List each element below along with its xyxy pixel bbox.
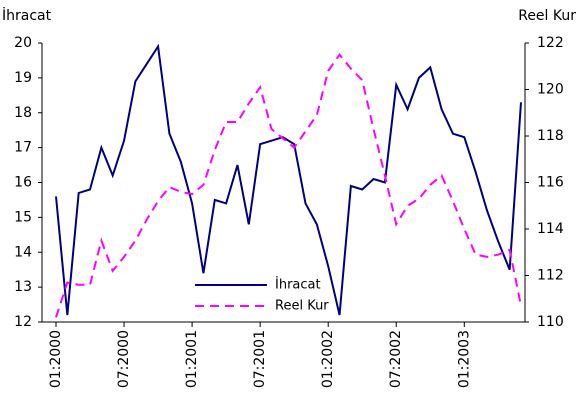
x-tick-label: 01:2000 bbox=[48, 330, 64, 388]
x-tick-label: 01:2002 bbox=[320, 330, 336, 388]
y2-tick-label: 110 bbox=[537, 314, 564, 330]
x-tick-label: 07:2000 bbox=[116, 330, 132, 388]
series-line bbox=[55, 52, 522, 318]
legend-label: Reel Kur bbox=[275, 299, 329, 314]
y-axis-title: İhracat bbox=[2, 6, 52, 24]
y-tick-label: 17 bbox=[14, 140, 32, 156]
y-tick-label: 15 bbox=[14, 209, 32, 225]
x-tick-label: 07:2001 bbox=[252, 330, 268, 388]
y2-tick-label: 120 bbox=[537, 82, 564, 98]
legend-label: İhracat bbox=[275, 277, 321, 293]
y-tick-label: 13 bbox=[14, 279, 32, 295]
y2-tick-label: 122 bbox=[537, 35, 564, 51]
y-tick-label: 14 bbox=[14, 244, 32, 260]
x-tick-label: 01:2001 bbox=[184, 330, 200, 388]
y-tick-label: 19 bbox=[14, 70, 32, 86]
y2-tick-label: 112 bbox=[537, 268, 564, 284]
series-line bbox=[55, 43, 522, 316]
y-tick-label: 16 bbox=[14, 175, 32, 191]
x-tick-label: 01:2003 bbox=[456, 330, 472, 388]
y2-tick-label: 116 bbox=[537, 175, 564, 191]
y2-axis-title: Reel Kur bbox=[518, 8, 576, 24]
y-tick-label: 18 bbox=[14, 105, 32, 121]
y2-tick-label: 114 bbox=[537, 221, 564, 237]
x-tick-label: 07:2002 bbox=[388, 330, 404, 388]
y-tick-label: 20 bbox=[14, 35, 32, 51]
y-tick-label: 12 bbox=[14, 314, 32, 330]
y2-tick-label: 118 bbox=[537, 128, 564, 144]
